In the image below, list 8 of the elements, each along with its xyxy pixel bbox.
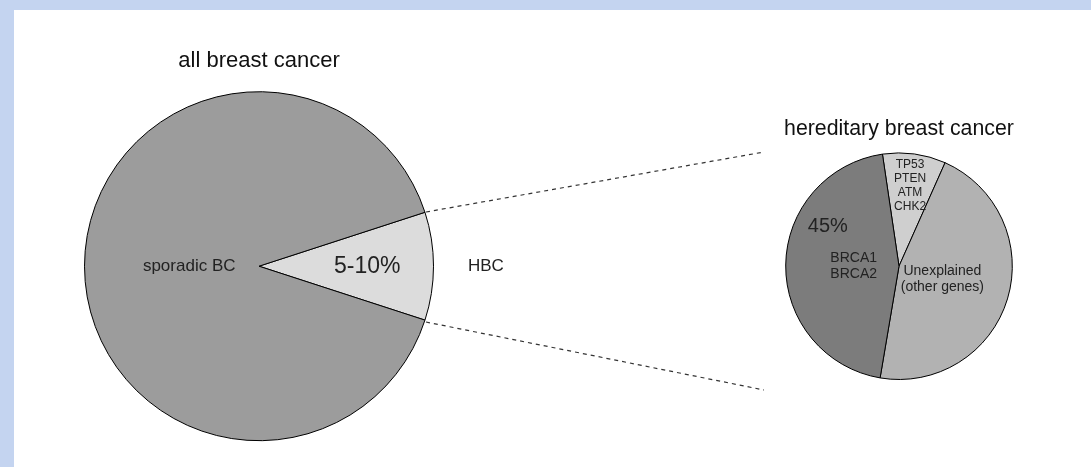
data-label: 45% — [807, 213, 849, 236]
slice-label: Unexplained (other genes) — [900, 262, 985, 295]
slice-label: sporadic BC — [142, 255, 236, 275]
chart-title: hereditary breast cancer — [784, 114, 1014, 141]
text: 5-10% — [333, 251, 401, 278]
slice-label: BRCA1 BRCA2 — [830, 248, 878, 281]
slice-label: TP53 PTEN ATM CHK2 — [894, 156, 927, 213]
chart-title: all breast cancer — [178, 47, 340, 73]
